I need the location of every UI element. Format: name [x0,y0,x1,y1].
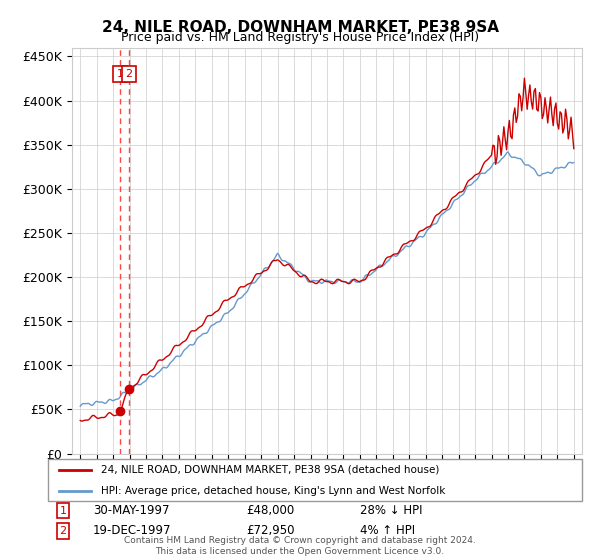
Text: 30-MAY-1997: 30-MAY-1997 [93,504,170,517]
FancyBboxPatch shape [48,459,582,501]
Text: 28% ↓ HPI: 28% ↓ HPI [360,504,422,517]
Text: Price paid vs. HM Land Registry's House Price Index (HPI): Price paid vs. HM Land Registry's House … [121,31,479,44]
Text: 19-DEC-1997: 19-DEC-1997 [93,524,172,538]
Text: 4% ↑ HPI: 4% ↑ HPI [360,524,415,538]
Text: 24, NILE ROAD, DOWNHAM MARKET, PE38 9SA: 24, NILE ROAD, DOWNHAM MARKET, PE38 9SA [101,20,499,35]
Text: £48,000: £48,000 [246,504,294,517]
Text: HPI: Average price, detached house, King's Lynn and West Norfolk: HPI: Average price, detached house, King… [101,486,446,496]
Text: 24, NILE ROAD, DOWNHAM MARKET, PE38 9SA (detached house): 24, NILE ROAD, DOWNHAM MARKET, PE38 9SA … [101,465,440,475]
Text: 1: 1 [59,506,67,516]
Text: 2: 2 [59,526,67,536]
Text: Contains HM Land Registry data © Crown copyright and database right 2024.
This d: Contains HM Land Registry data © Crown c… [124,536,476,556]
Text: £72,950: £72,950 [246,524,295,538]
Text: 2: 2 [125,69,133,79]
Text: 1: 1 [116,69,124,79]
